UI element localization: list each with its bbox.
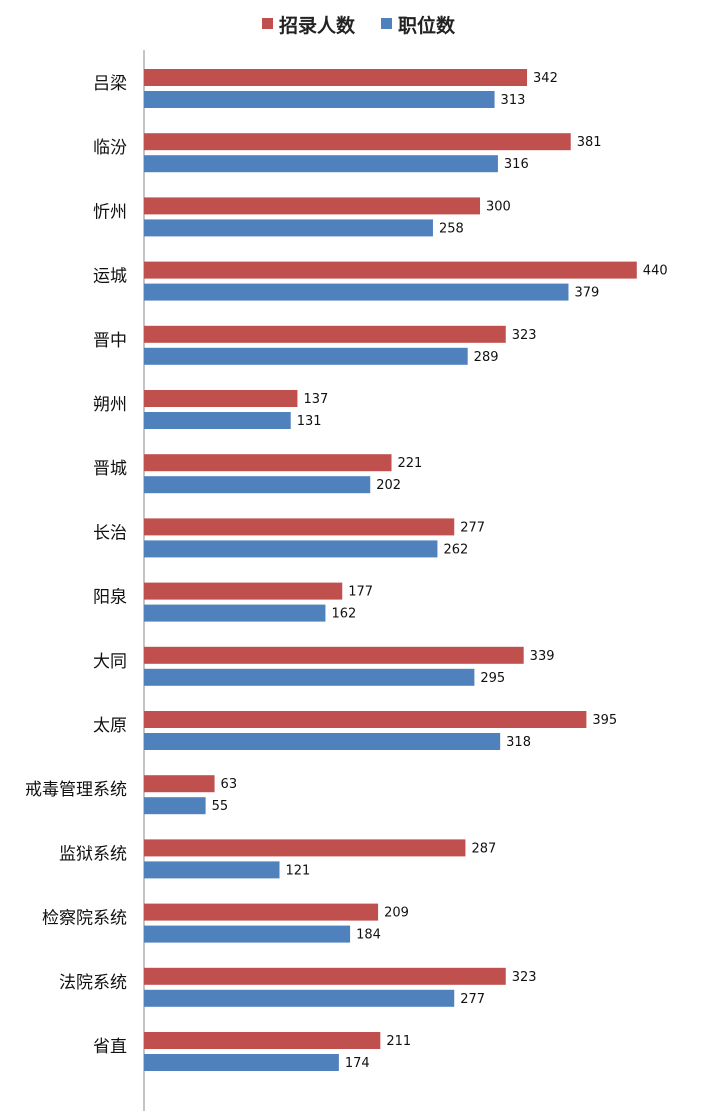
bar-positions — [144, 1054, 339, 1071]
legend-swatch-positions — [381, 18, 392, 29]
bar-recruits — [144, 646, 524, 664]
data-label: 162 — [331, 607, 356, 622]
data-label: 121 — [286, 863, 311, 878]
data-label: 287 — [471, 841, 496, 856]
legend-item: 招录人数 — [262, 14, 356, 37]
data-label: 395 — [592, 713, 617, 728]
data-label: 323 — [512, 328, 537, 343]
category-label: 晋中 — [93, 331, 127, 351]
bar-positions — [144, 733, 501, 750]
data-label: 177 — [348, 585, 373, 600]
category-label: 长治 — [93, 523, 127, 543]
data-label: 289 — [474, 350, 499, 365]
category-label: 监狱系统 — [59, 844, 127, 864]
category-label: 吕梁 — [93, 74, 127, 94]
data-label: 300 — [486, 199, 511, 214]
data-label: 55 — [212, 799, 229, 814]
bar-positions — [144, 91, 495, 108]
data-label: 277 — [460, 992, 485, 1007]
data-label: 63 — [221, 777, 238, 792]
legend-label-recruits: 招录人数 — [279, 14, 356, 37]
legend: 招录人数 职位数 — [262, 14, 456, 37]
bar-recruits — [144, 903, 379, 921]
data-label: 318 — [506, 735, 531, 750]
data-label: 277 — [460, 520, 485, 535]
bar-positions — [144, 797, 206, 815]
bar-positions — [144, 476, 371, 494]
bar-positions — [144, 989, 455, 1007]
bar-recruits — [144, 775, 215, 793]
bar-positions — [144, 604, 326, 622]
data-label: 440 — [643, 264, 668, 279]
bar-positions — [144, 347, 468, 365]
bar-positions — [144, 155, 498, 173]
category-label: 临汾 — [93, 138, 127, 158]
data-label: 258 — [439, 221, 464, 236]
bar-positions — [144, 925, 351, 943]
bar-positions — [144, 668, 475, 686]
category-label: 省直 — [93, 1037, 127, 1057]
data-label: 295 — [480, 671, 505, 686]
bar-recruits — [144, 967, 506, 985]
data-label: 381 — [577, 135, 602, 150]
bar-recruits — [144, 390, 298, 407]
bar-recruits — [144, 197, 480, 215]
bar-recruits — [144, 518, 455, 536]
category-label: 阳泉 — [93, 588, 127, 608]
data-label: 202 — [376, 478, 401, 493]
data-label: 137 — [303, 392, 328, 407]
data-label: 379 — [574, 286, 599, 301]
category-label: 大同 — [93, 652, 127, 672]
data-label: 323 — [512, 970, 537, 985]
bar-positions — [144, 283, 569, 301]
data-label: 339 — [530, 649, 555, 664]
category-label: 戒毒管理系统 — [25, 780, 127, 800]
category-label: 晋城 — [93, 459, 127, 479]
data-label: 174 — [345, 1056, 370, 1071]
bar-positions — [144, 540, 438, 558]
bar-recruits — [144, 582, 343, 600]
bar-recruits — [144, 261, 637, 279]
data-label: 184 — [356, 928, 381, 943]
legend-item: 职位数 — [381, 14, 456, 37]
data-label: 316 — [504, 157, 529, 172]
bar-recruits — [144, 133, 571, 151]
bar-recruits — [144, 69, 528, 86]
category-label: 忻州 — [93, 202, 127, 222]
bar-positions — [144, 412, 291, 429]
bar-positions — [144, 219, 433, 237]
category-label: 法院系统 — [59, 973, 127, 993]
data-label: 313 — [501, 93, 526, 108]
bar-positions — [144, 861, 280, 879]
data-label: 131 — [297, 414, 322, 429]
category-label: 运城 — [93, 267, 127, 287]
bar-recruits — [144, 1032, 381, 1049]
legend-label-positions: 职位数 — [398, 14, 456, 37]
category-label: 朔州 — [93, 395, 127, 415]
data-label: 221 — [398, 456, 423, 471]
bar-recruits — [144, 325, 506, 343]
data-label: 211 — [386, 1034, 411, 1049]
category-label: 太原 — [93, 716, 127, 736]
data-label: 262 — [443, 542, 468, 557]
bar-recruits — [144, 839, 466, 857]
legend-swatch-recruits — [262, 18, 273, 29]
bar-recruits — [144, 711, 587, 728]
plot-area: 吕梁 342 313 临汾 381 316 忻州 300 258 运城 440 379 晋中 323 289… — [25, 69, 668, 1071]
bar-recruits — [144, 454, 392, 472]
data-label: 342 — [533, 71, 558, 86]
data-label: 209 — [384, 906, 409, 921]
category-label: 检察院系统 — [42, 909, 127, 929]
